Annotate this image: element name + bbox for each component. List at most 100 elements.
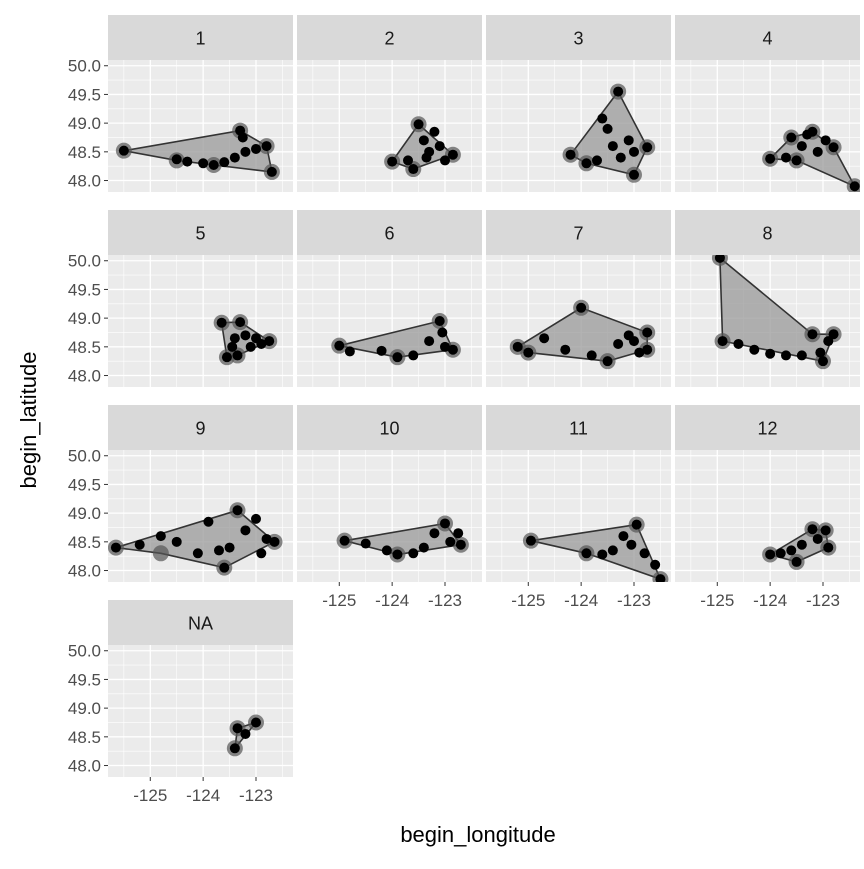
facet-strip (486, 210, 671, 255)
panel-content (711, 255, 842, 370)
data-point (592, 155, 602, 166)
data-point (232, 723, 243, 734)
facet-3: 3 (486, 15, 671, 192)
data-point (221, 352, 232, 363)
data-point (198, 158, 209, 169)
data-point (408, 548, 419, 559)
x-tick-label: -124 (186, 786, 220, 805)
data-point (232, 505, 243, 516)
panel-content (522, 516, 669, 582)
data-point (403, 155, 413, 166)
data-point (807, 329, 818, 340)
data-point (251, 143, 261, 154)
data-point (820, 525, 831, 536)
data-point (597, 113, 608, 124)
data-point (655, 574, 666, 582)
y-tick-label: 50.0 (68, 642, 101, 661)
panel-content (331, 313, 461, 366)
data-point (424, 336, 435, 347)
data-point (334, 340, 345, 351)
data-point (749, 344, 760, 355)
data-point (245, 341, 256, 352)
facet-6: 6 (297, 210, 482, 387)
data-point (781, 350, 791, 361)
facet-strip-label: 6 (384, 224, 394, 244)
data-point (118, 145, 129, 156)
facet-strip-label: 3 (573, 29, 583, 49)
data-point (240, 330, 251, 341)
data-point (264, 336, 275, 347)
facet-strip (108, 210, 293, 255)
y-tick-label: 49.5 (68, 670, 101, 689)
panel-content (509, 299, 656, 370)
data-point (455, 539, 466, 550)
y-tick-label: 48.0 (68, 562, 101, 581)
x-tick-label: -125 (700, 591, 734, 610)
data-point (110, 542, 121, 553)
y-tick-label: 48.5 (68, 728, 101, 747)
facet-strip-label: 10 (379, 419, 399, 439)
facet-strip-label: 4 (762, 29, 772, 49)
y-tick-label: 49.0 (68, 504, 101, 523)
x-tick-label: -123 (428, 591, 462, 610)
data-point (208, 160, 219, 171)
data-point (440, 518, 450, 529)
data-point (781, 152, 791, 163)
data-point (626, 539, 637, 550)
panel-background (108, 645, 293, 777)
data-point (447, 344, 458, 355)
data-point (381, 545, 392, 556)
y-tick-label: 49.5 (68, 280, 101, 299)
data-point (765, 153, 776, 164)
facet-strip (108, 600, 293, 645)
y-tick-label: 48.5 (68, 533, 101, 552)
data-point (815, 347, 826, 358)
data-point (602, 356, 613, 367)
y-tick-label: 48.5 (68, 338, 101, 357)
panel-content (336, 515, 469, 563)
data-point (602, 123, 613, 134)
data-point (266, 166, 277, 177)
data-point (413, 119, 424, 130)
data-point (650, 559, 661, 570)
facet-strip (486, 15, 671, 60)
panel-content (384, 116, 461, 178)
panel-background (297, 450, 482, 582)
x-tick-label: -124 (375, 591, 409, 610)
data-point (269, 536, 280, 547)
x-tick-label: -124 (564, 591, 598, 610)
data-point (440, 155, 450, 166)
data-point (229, 152, 240, 163)
data-point (818, 356, 828, 367)
data-point (565, 149, 576, 160)
data-point (229, 333, 240, 344)
data-point (429, 528, 440, 539)
facet-strip-label: NA (188, 614, 213, 634)
facet-strip-label: 12 (757, 419, 777, 439)
y-tick-label: 48.5 (68, 143, 101, 162)
y-tick-label: 49.0 (68, 309, 101, 328)
facet-2: 2 (297, 15, 482, 192)
data-point (791, 556, 802, 567)
y-tick-label: 48.0 (68, 172, 101, 191)
facet-strip (108, 405, 293, 450)
x-axis-title: begin_longitude (400, 822, 555, 847)
data-point (642, 327, 653, 338)
facet-5: 5 48.0 48.5 49.0 49.5 50.0 (68, 210, 293, 387)
data-point (182, 156, 193, 167)
data-point (807, 126, 818, 137)
data-point (539, 333, 550, 344)
data-point (765, 549, 776, 560)
data-point (387, 156, 398, 167)
facet-strip-label: 11 (569, 419, 588, 439)
panel-content (762, 521, 837, 570)
data-point (453, 528, 464, 539)
data-point (203, 516, 214, 527)
data-point (823, 336, 834, 347)
facet-strip (297, 15, 482, 60)
facet-10: 10 -125 -124 -123 (297, 405, 482, 610)
data-point (613, 338, 624, 349)
data-point (171, 154, 182, 165)
facet-NA: NA 48.0 48.5 49.0 49.5 50.0 -125 -124 -123 (68, 600, 293, 805)
facet-12: 12 -125 -124 -123 (675, 405, 860, 610)
